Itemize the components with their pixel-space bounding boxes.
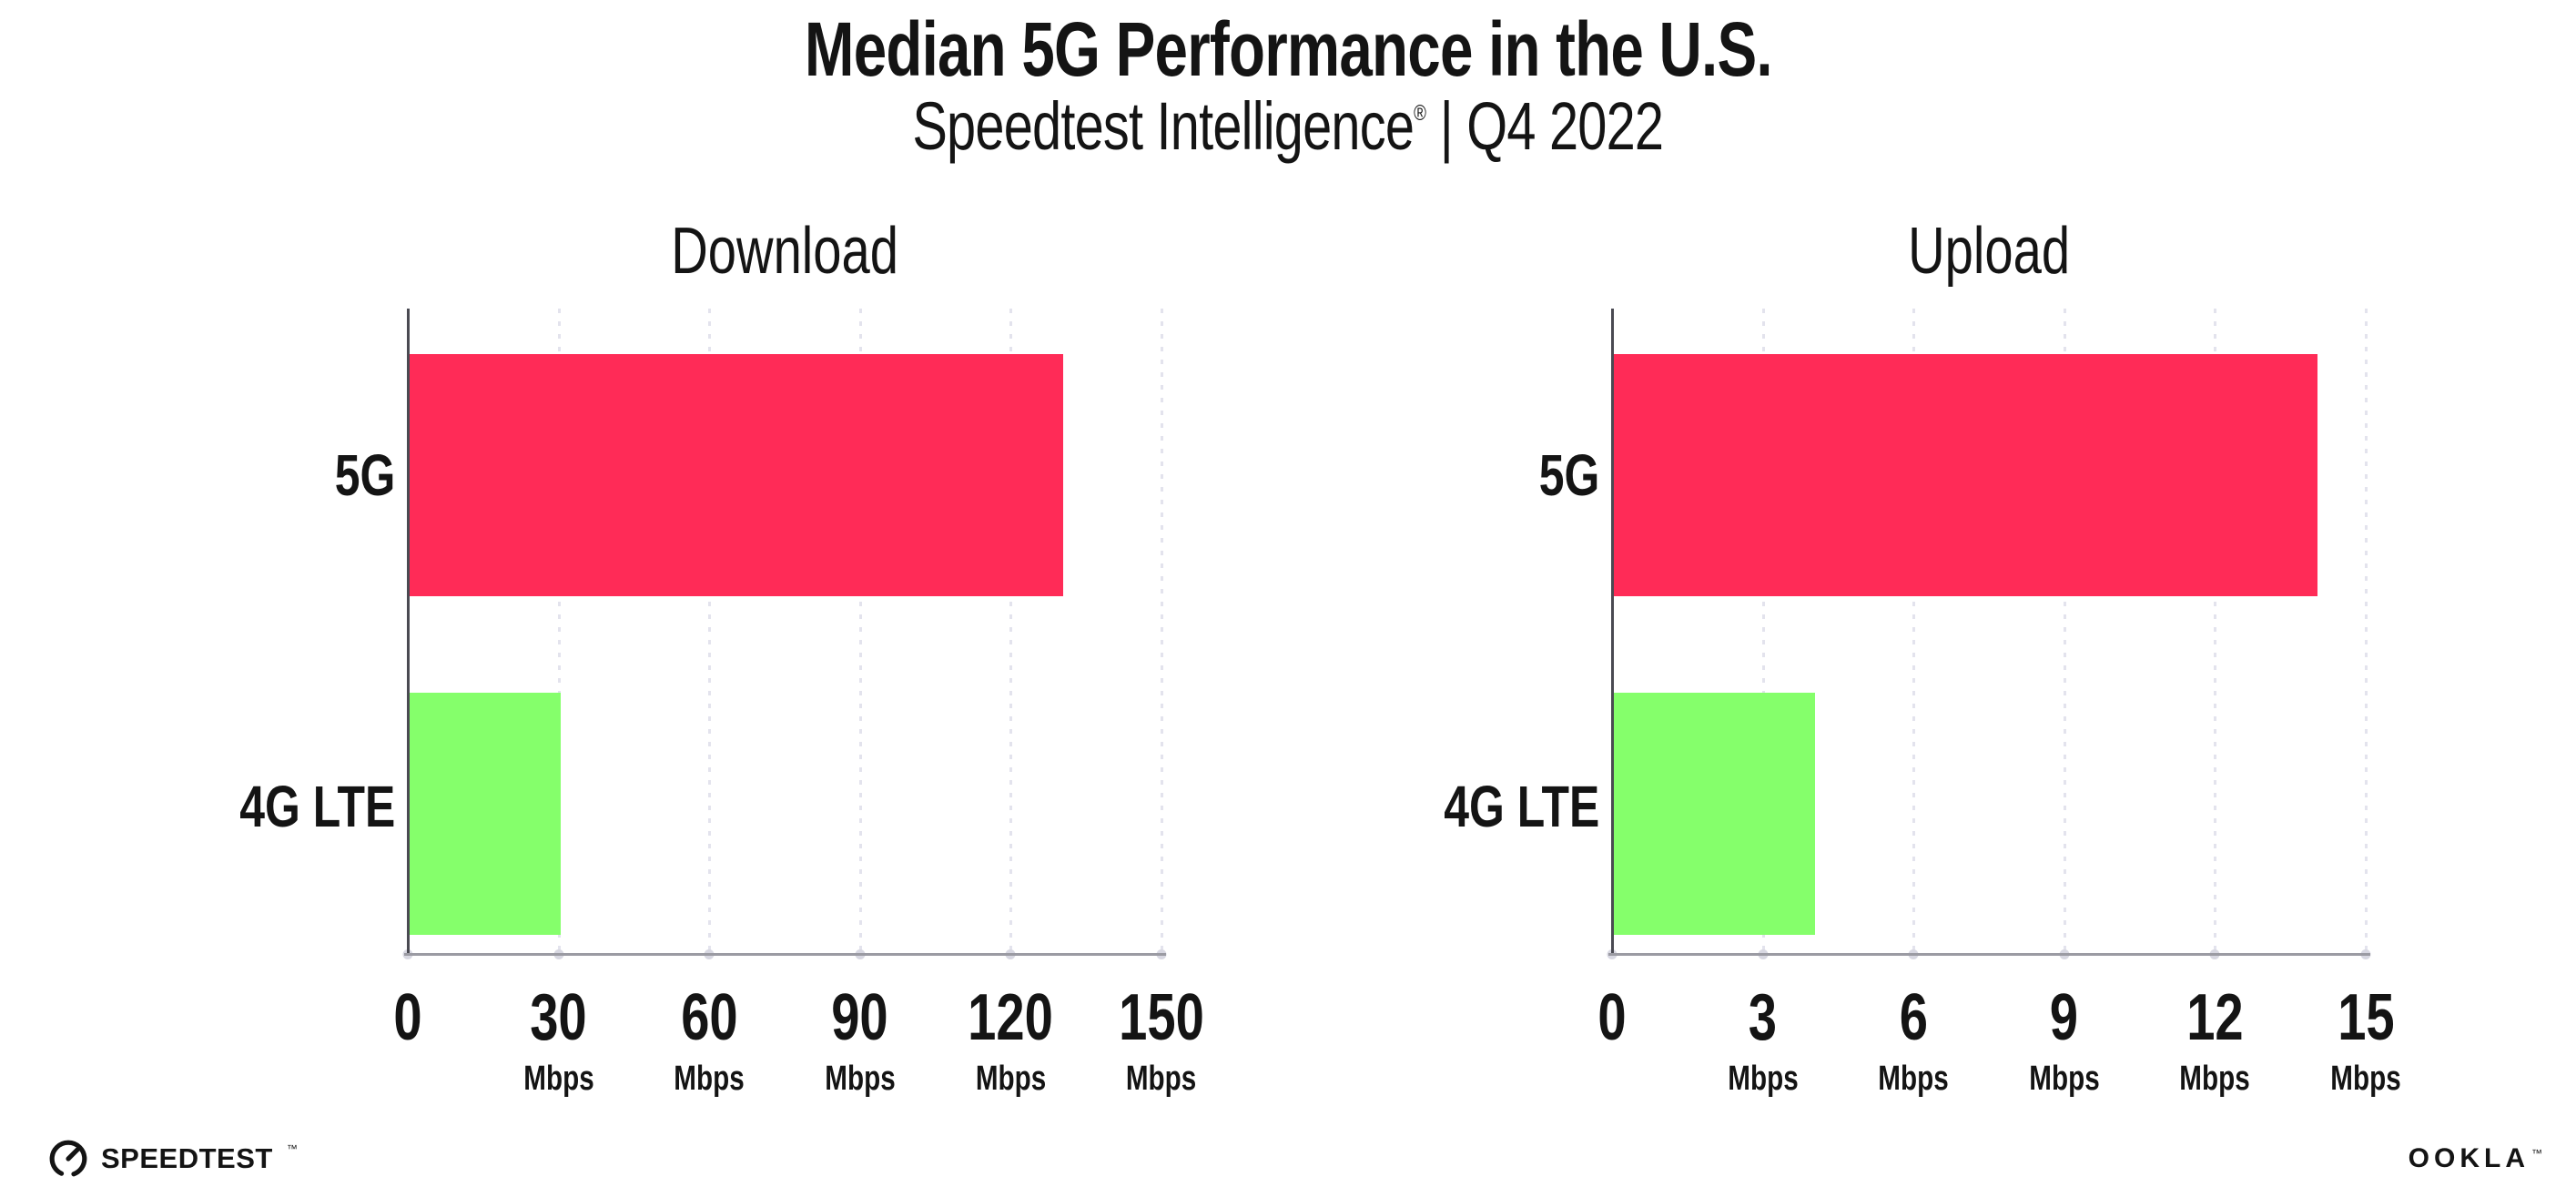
x-axis-spine (1608, 953, 2370, 956)
gridline (1912, 309, 1916, 953)
download-plot-area (402, 309, 1167, 959)
download-category-labels: 5G 4G LTE (148, 309, 395, 953)
subtitle-brand: Speedtest Intelligence (912, 88, 1415, 164)
x-tick-60: 60 Mbps (664, 985, 755, 1096)
category-label-4g-lte-text: 4G LTE (238, 773, 395, 839)
x-tick-90-unit: Mbps (825, 1060, 896, 1098)
x-tick-6: 6 Mbps (1869, 985, 1959, 1096)
figure-title: Median 5G Performance in the U.S. (0, 11, 2576, 87)
upload-chart-title: Upload (1612, 218, 2366, 284)
x-tick-12-unit: Mbps (2179, 1060, 2251, 1098)
upload-x-axis-ticks: 0 3 Mbps 6 Mbps 9 Mbps 12 Mbps 15 Mbps (1597, 985, 2400, 1140)
speedtest-trademark: ™ (286, 1142, 298, 1155)
x-tick-3-value: 3 (1748, 981, 1778, 1054)
subtitle-period: | Q4 2022 (1439, 88, 1664, 164)
x-tick-6-value: 6 (1899, 981, 1928, 1054)
x-tick-30-unit: Mbps (522, 1060, 594, 1098)
x-tick-15-value: 15 (2337, 981, 2395, 1054)
x-tick-0-value: 0 (1597, 981, 1627, 1054)
x-tick-120: 120 Mbps (956, 985, 1065, 1096)
x-axis-spine (404, 953, 1166, 956)
y-axis-spine (1611, 309, 1614, 953)
download-x-axis-ticks: 0 30 Mbps 60 Mbps 90 Mbps 120 Mbps 150 M… (393, 985, 1203, 1140)
x-tick-0-value: 0 (393, 981, 422, 1054)
x-tick-150-value: 150 (1119, 981, 1204, 1054)
bar-5g-upload (1614, 354, 2317, 597)
x-tick-90: 90 Mbps (815, 985, 905, 1096)
gridline (858, 309, 862, 953)
gridline (1761, 309, 1765, 953)
x-tick-15: 15 Mbps (2320, 985, 2410, 1096)
category-label-5g: 5G (1522, 446, 1599, 504)
gridline (708, 309, 712, 953)
ookla-wordmark: OOKLA (2408, 1143, 2530, 1173)
gridline (557, 309, 561, 953)
download-chart-title: Download (408, 218, 1161, 284)
registered-mark: ® (1414, 101, 1426, 126)
ookla-logo: OOKLA ™ (2409, 1143, 2547, 1174)
x-tick-120-value: 120 (968, 981, 1054, 1054)
category-label-4g-lte: 4G LTE (1400, 777, 1599, 836)
x-tick-9: 9 Mbps (2019, 985, 2109, 1096)
x-tick-150-unit: Mbps (1126, 1060, 1197, 1098)
y-axis-spine (407, 309, 410, 953)
category-label-5g-text: 5G (1538, 442, 1599, 509)
x-tick-0: 0 (1594, 985, 1630, 1096)
gridline (1161, 309, 1163, 953)
x-tick-120-unit: Mbps (975, 1060, 1047, 1098)
figure-subtitle: Speedtest Intelligence® | Q4 2022 (0, 93, 2576, 160)
x-tick-3-unit: Mbps (1727, 1060, 1799, 1098)
x-tick-3: 3 Mbps (1718, 985, 1808, 1096)
x-tick-9-value: 9 (2050, 981, 2079, 1054)
x-tick-150: 150 Mbps (1107, 985, 1216, 1096)
gridline (1009, 309, 1013, 953)
download-chart-panel: Download 5G 4G LTE (148, 218, 1204, 1165)
x-tick-12: 12 Mbps (2170, 985, 2260, 1096)
figure-title-text: Median 5G Performance in the U.S. (804, 6, 1773, 92)
x-tick-90-value: 90 (831, 981, 889, 1054)
speedtest-gauge-icon (47, 1138, 89, 1180)
gridline (2063, 309, 2066, 953)
x-tick-30-value: 30 (530, 981, 587, 1054)
x-tick-60-value: 60 (680, 981, 738, 1054)
speedtest-logo: SPEEDTEST ™ (47, 1138, 298, 1180)
category-label-4g-lte: 4G LTE (196, 777, 395, 836)
upload-category-labels: 5G 4G LTE (1353, 309, 1599, 953)
upload-chart-title-text: Upload (1908, 215, 2070, 288)
gridline (2365, 309, 2368, 953)
x-tick-9-unit: Mbps (2029, 1060, 2100, 1098)
upload-chart-panel: Upload 5G 4G LTE (1353, 218, 2401, 1165)
gridline (2214, 309, 2217, 953)
bar-4g-lte-upload (1614, 692, 1815, 936)
download-chart-title-text: Download (671, 215, 898, 288)
x-tick-6-unit: Mbps (1878, 1060, 1949, 1098)
x-tick-15-unit: Mbps (2330, 1060, 2401, 1098)
figure-subtitle-text: Speedtest Intelligence® | Q4 2022 (913, 93, 1665, 160)
category-label-5g: 5G (318, 446, 395, 504)
x-tick-60-unit: Mbps (674, 1060, 745, 1098)
ookla-trademark: ™ (2531, 1147, 2547, 1160)
category-label-4g-lte-text: 4G LTE (1443, 773, 1599, 839)
bar-4g-lte-download (410, 692, 561, 936)
category-label-5g-text: 5G (334, 442, 395, 509)
x-tick-0: 0 (390, 985, 426, 1096)
x-tick-30: 30 Mbps (513, 985, 603, 1096)
x-tick-12-value: 12 (2186, 981, 2244, 1054)
upload-plot-area (1607, 309, 2371, 959)
bar-5g-download (410, 354, 1063, 597)
speedtest-wordmark: SPEEDTEST (101, 1142, 273, 1174)
